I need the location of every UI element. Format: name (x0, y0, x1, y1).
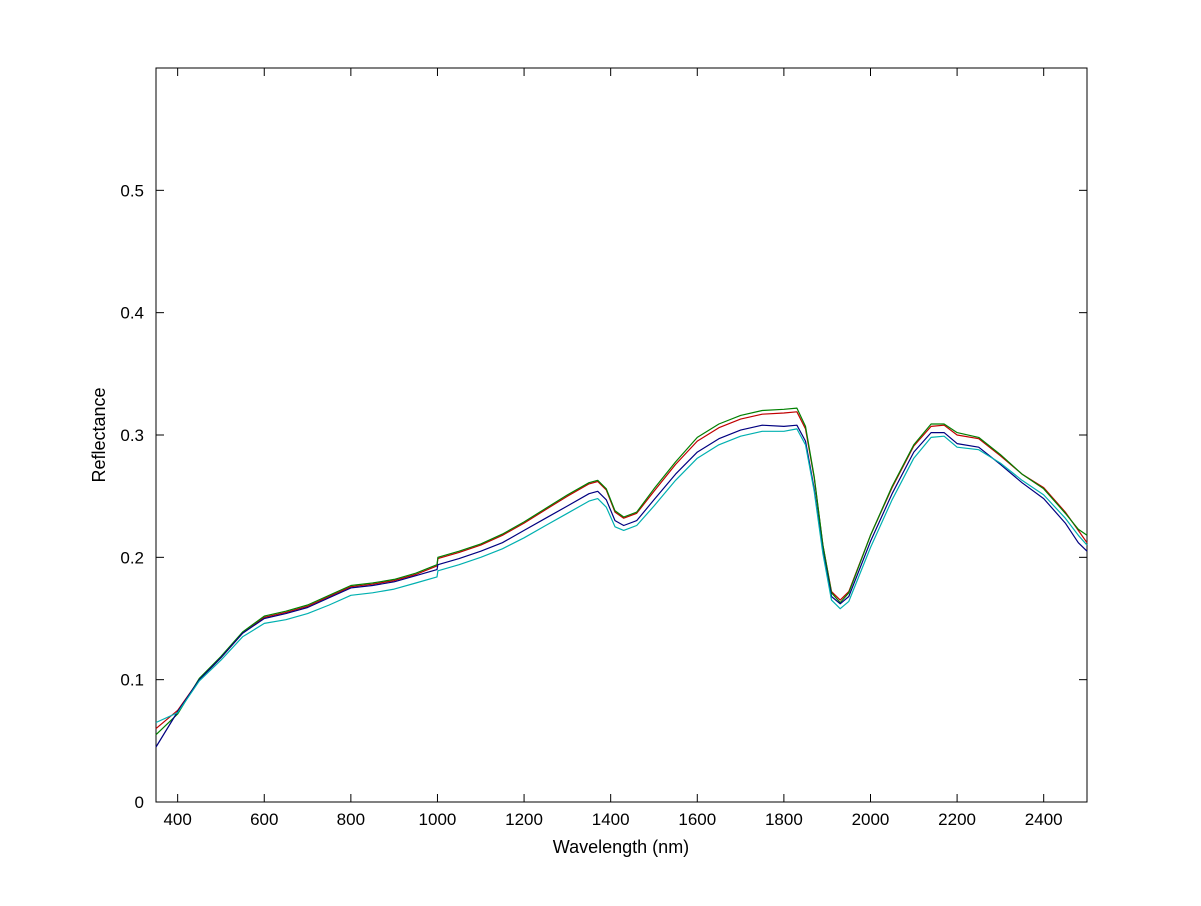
x-tick-label: 2000 (852, 810, 890, 829)
x-tick-label: 800 (337, 810, 365, 829)
series-layer (155, 407, 1088, 748)
x-tick-label: 600 (250, 810, 278, 829)
y-axis-label: Reflectance (89, 387, 109, 482)
x-tick-label: 1600 (678, 810, 716, 829)
tick-layer: 400 600 800 1000 1200 1400 1600 1800 2000 2200 240… (120, 68, 1087, 829)
y-tick-label: 0.2 (120, 548, 144, 567)
x-tick-label: 1000 (419, 810, 457, 829)
x-tick-label: 1200 (505, 810, 543, 829)
x-tick-label: 1400 (592, 810, 630, 829)
series-line-2 (155, 407, 1088, 736)
series-line-3 (155, 424, 1088, 748)
x-tick-label: 1800 (765, 810, 803, 829)
y-tick-label: 0.1 (120, 671, 144, 690)
x-tick-label: 400 (163, 810, 191, 829)
plot-area (155, 67, 1088, 803)
series-line-4 (155, 428, 1088, 724)
x-tick-label: 2200 (938, 810, 976, 829)
y-tick-label: 0.3 (120, 426, 144, 445)
x-tick-label: 2400 (1025, 810, 1063, 829)
y-tick-label: 0 (135, 793, 144, 812)
x-axis-label: Wavelength (nm) (553, 837, 689, 857)
y-tick-label: 0.4 (120, 304, 144, 323)
series-line-1 (155, 411, 1088, 730)
y-tick-label: 0.5 (120, 181, 144, 200)
